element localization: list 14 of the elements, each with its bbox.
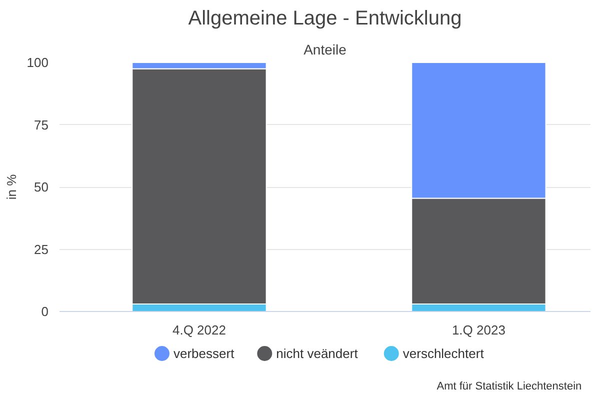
y-tick-label: 25 — [34, 242, 49, 257]
x-tick-label: 4.Q 2022 — [172, 322, 226, 338]
chart-subtitle: Anteile — [304, 42, 347, 58]
legend-label: verschlechtert — [402, 346, 484, 361]
text: Amt für Statistik Liechtenstein — [436, 380, 582, 392]
x-tick-label: 1.Q 2023 — [452, 322, 506, 338]
y-tick-label: 75 — [34, 117, 49, 132]
chart-title: Allgemeine Lage - Entwicklung — [188, 8, 462, 30]
y-tick-label: 100 — [26, 55, 49, 70]
y-axis-title: in % — [4, 174, 19, 200]
legend-label: nicht veändert — [276, 346, 358, 361]
y-tick-label: 0 — [41, 304, 49, 319]
legend-label: verbessert — [173, 346, 235, 361]
y-tick-label: 50 — [34, 180, 49, 194]
